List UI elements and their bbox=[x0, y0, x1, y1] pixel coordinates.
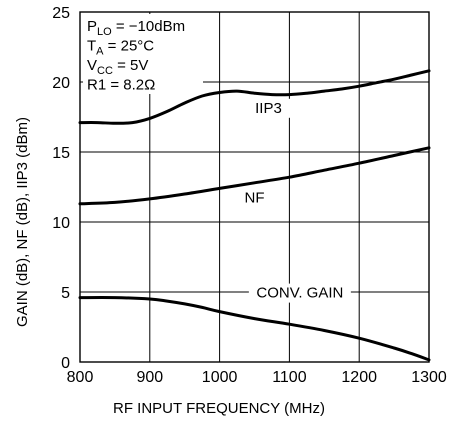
y-tick-label: 15 bbox=[52, 145, 70, 162]
y-axis-label: GAIN (dB), NF (dB), IIP3 (dBm) bbox=[14, 117, 31, 327]
x-axis-label: RF INPUT FREQUENCY (MHz) bbox=[113, 400, 325, 417]
series-line-iip3 bbox=[78, 69, 431, 125]
series-line-nf bbox=[78, 146, 431, 206]
x-tick-label: 1300 bbox=[411, 369, 447, 386]
annotation-line: TA = 25°C bbox=[87, 38, 154, 58]
annotation-line: PLO = −10dBm bbox=[87, 18, 185, 38]
annotation-line: R1 = 8.2Ω bbox=[87, 77, 155, 94]
y-tick-label: 0 bbox=[61, 355, 70, 372]
series-label-bg bbox=[245, 98, 292, 118]
series-label-bg bbox=[248, 283, 351, 303]
series-line-conv-gain bbox=[78, 295, 431, 362]
x-tick-label: 800 bbox=[67, 369, 94, 386]
x-tick-label: 1200 bbox=[341, 369, 377, 386]
tick-labels: 800 900 1000 1100 1200 1300 0 5 10 15 20 25 bbox=[52, 5, 447, 386]
x-tick-label: 900 bbox=[136, 369, 163, 386]
annotation-bg bbox=[83, 14, 203, 94]
series-lines bbox=[78, 69, 431, 362]
plot-frame bbox=[79, 11, 430, 363]
series-label-bg bbox=[240, 188, 269, 208]
y-tick-label: 5 bbox=[61, 285, 70, 302]
annotation-line: VCC = 5V bbox=[87, 57, 148, 77]
y-tick-label: 25 bbox=[52, 5, 70, 22]
label-backgrounds bbox=[83, 14, 351, 303]
x-tick-label: 1000 bbox=[202, 369, 238, 386]
y-tick-label: 20 bbox=[52, 75, 70, 92]
series-label: IIP3 bbox=[255, 100, 282, 117]
series-label: CONV. GAIN bbox=[256, 285, 343, 302]
series-labels: IIP3 NF CONV. GAIN bbox=[245, 100, 344, 302]
series-label: NF bbox=[245, 189, 265, 206]
x-tick-label: 1100 bbox=[272, 369, 307, 386]
y-tick-label: 10 bbox=[52, 215, 70, 232]
